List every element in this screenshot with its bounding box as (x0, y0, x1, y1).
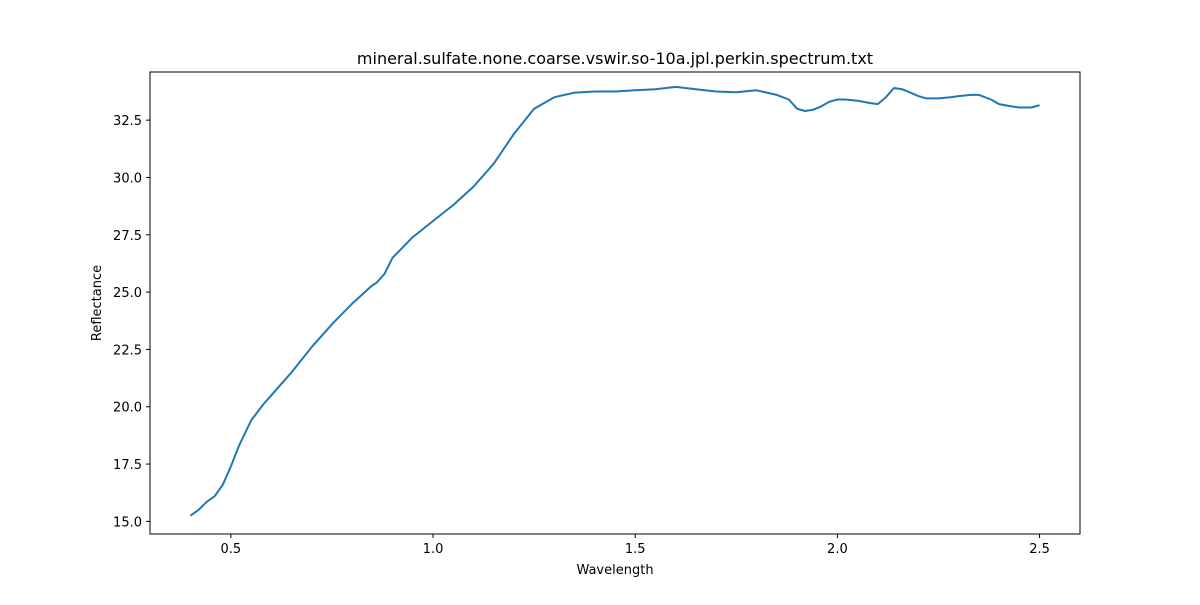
x-tick-label: 1.5 (625, 542, 646, 557)
x-tick-label: 1.0 (423, 542, 444, 557)
plot-area-frame (149, 71, 1081, 535)
y-tick-label: 17.5 (113, 458, 142, 473)
y-tick-label: 32.5 (113, 114, 142, 129)
series-layer (189, 85, 1040, 517)
y-tick-label: 20.0 (113, 401, 142, 416)
y-tick-label: 27.5 (113, 229, 142, 244)
x-tick-label: 0.5 (221, 542, 242, 557)
x-axis-ticks: 0.5 1.0 1.5 2.0 2.5 (221, 534, 1050, 557)
y-tick-label: 22.5 (113, 343, 142, 358)
spectrum-line (189, 85, 1040, 517)
y-axis-ticks: 15.0 17.5 20.0 22.5 25.0 27.5 30.0 32.5 (113, 114, 150, 530)
y-axis-label: Reflectance (90, 265, 105, 341)
x-tick-label: 2.0 (827, 542, 848, 557)
chart-title: mineral.sulfate.none.coarse.vswir.so-10a… (357, 49, 873, 68)
y-tick-label: 15.0 (113, 515, 142, 530)
x-tick-label: 2.5 (1029, 542, 1050, 557)
y-tick-label: 30.0 (113, 171, 142, 186)
x-axis-label: Wavelength (576, 563, 653, 578)
y-tick-label: 25.0 (113, 286, 142, 301)
